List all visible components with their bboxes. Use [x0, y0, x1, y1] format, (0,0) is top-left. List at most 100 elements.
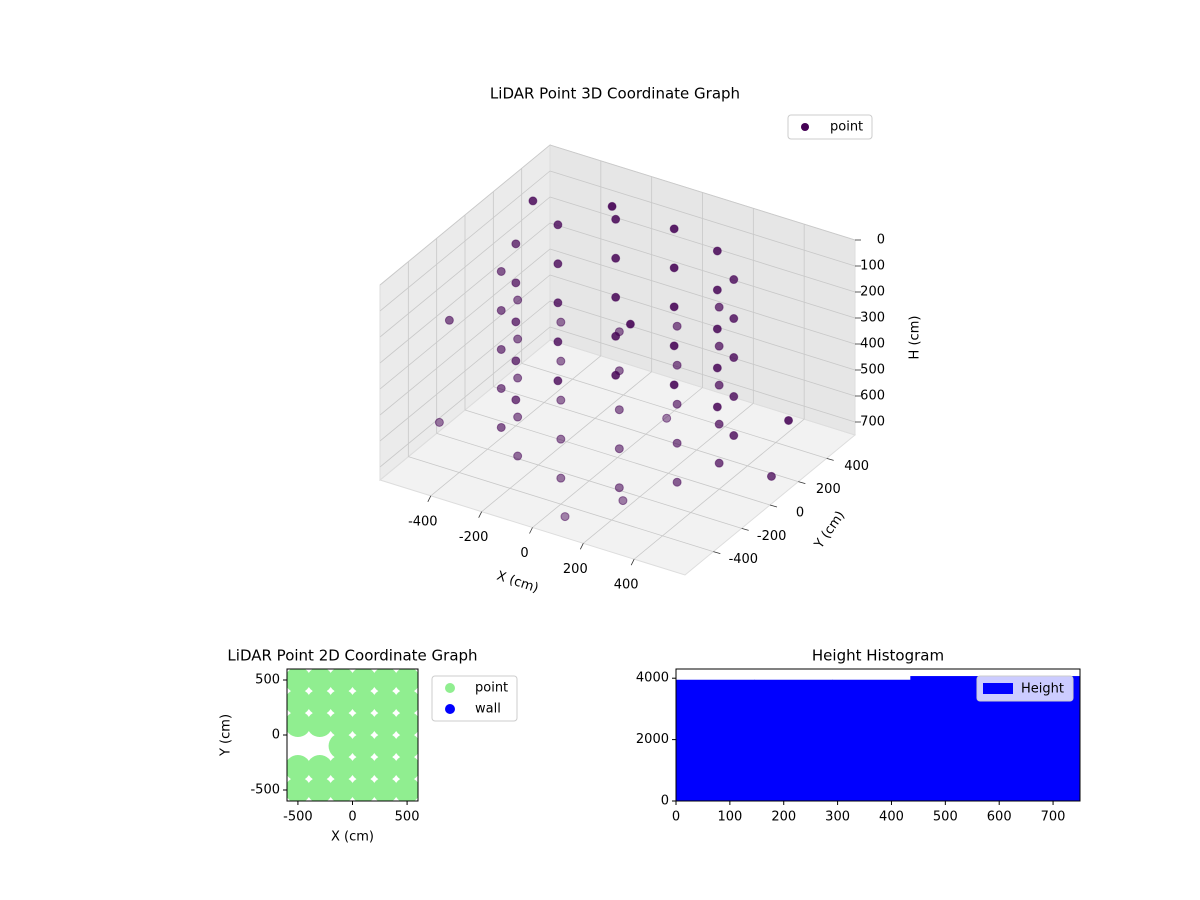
grid-line [379, 196, 551, 338]
data-point [528, 196, 538, 206]
data-point [556, 395, 566, 405]
data-point [328, 669, 355, 693]
data-point [714, 341, 724, 351]
data-point [394, 669, 418, 693]
y-tick-label: 0 [796, 506, 804, 521]
data-point [712, 246, 722, 256]
grid-line [549, 300, 856, 397]
z-tick-label: 100 [860, 259, 885, 274]
data-point [328, 711, 355, 737]
grid-line [436, 432, 742, 529]
data-point [669, 380, 679, 390]
y-tick-label: 400 [844, 459, 869, 474]
legend-label: point [830, 120, 863, 135]
data-point [784, 415, 794, 425]
chart-title: Height Histogram [812, 647, 944, 665]
data-point [350, 689, 377, 715]
y-tick-label: 200 [816, 482, 841, 497]
x-tick-label: 500 [933, 810, 958, 825]
data-point [766, 471, 776, 481]
data-point [287, 669, 311, 693]
data-point [729, 275, 739, 285]
grid-line [493, 386, 799, 483]
tick-mark [427, 495, 432, 503]
x-tick-label: 200 [771, 810, 796, 825]
x-tick-label: 400 [614, 578, 639, 593]
data-point [394, 777, 418, 801]
data-point [496, 305, 506, 315]
data-point [553, 337, 563, 347]
y-tick-label: -400 [729, 552, 759, 567]
grid-line [379, 170, 551, 312]
data-point [350, 669, 377, 693]
data-point [714, 302, 724, 312]
data-point [712, 324, 722, 334]
legend-label: wall [475, 702, 501, 717]
tick-mark [713, 551, 721, 555]
data-point [553, 220, 563, 230]
data-point [511, 356, 521, 366]
data-point [306, 777, 333, 801]
data-point [614, 483, 624, 493]
data-point [556, 473, 566, 483]
grid-line [549, 170, 856, 267]
x-tick-label: 0 [348, 810, 356, 825]
legend-box [976, 675, 1074, 702]
data-point [328, 733, 355, 759]
data-point [614, 444, 624, 454]
data-point [372, 777, 399, 801]
x-tick-label: 0 [520, 546, 528, 561]
y-tick-label: 500 [255, 673, 280, 688]
x-tick-label: -200 [459, 530, 489, 545]
z-tick-label: 300 [860, 311, 885, 326]
grid-line [379, 144, 551, 286]
data-point [328, 689, 355, 715]
tick-mark [630, 558, 635, 566]
data-point [350, 733, 377, 759]
grid-line [549, 144, 856, 241]
axes-frame [675, 668, 1081, 802]
bar [676, 679, 755, 801]
z-tick-label: 700 [860, 415, 885, 430]
data-point [611, 292, 621, 302]
data-point [553, 298, 563, 308]
data-point [444, 315, 454, 325]
data-point [372, 755, 399, 781]
y-tick-label: -200 [757, 529, 787, 544]
z-tick-label: 400 [860, 337, 885, 352]
legend-marker [801, 123, 809, 131]
tick-mark [741, 527, 749, 531]
data-point [669, 341, 679, 351]
data-point [714, 458, 724, 468]
legend-marker [445, 704, 455, 714]
legend-label: point [475, 681, 508, 696]
data-point [372, 669, 399, 693]
data-point [287, 689, 311, 715]
data-point [729, 353, 739, 363]
data-point [618, 496, 628, 506]
data-point [306, 689, 333, 715]
x-tick-label: 300 [825, 810, 850, 825]
grid-line [549, 248, 856, 345]
data-point [560, 512, 570, 522]
data-point [306, 711, 333, 737]
data-point [350, 777, 377, 801]
y-tick-label: 4000 [636, 671, 669, 686]
data-point [712, 363, 722, 373]
data-point [511, 278, 521, 288]
data-point [556, 434, 566, 444]
data-point [611, 370, 621, 380]
data-point [496, 344, 506, 354]
data-point [511, 239, 521, 249]
tick-mark [826, 457, 834, 461]
x-axis-label: X (cm) [331, 830, 374, 845]
data-point [496, 383, 506, 393]
x-tick-label: 700 [1041, 810, 1066, 825]
data-point [306, 669, 333, 693]
grid-line [549, 222, 856, 319]
data-point [712, 402, 722, 412]
data-point [729, 431, 739, 441]
data-point [553, 259, 563, 269]
tick-mark [798, 481, 806, 485]
bar [832, 679, 911, 801]
